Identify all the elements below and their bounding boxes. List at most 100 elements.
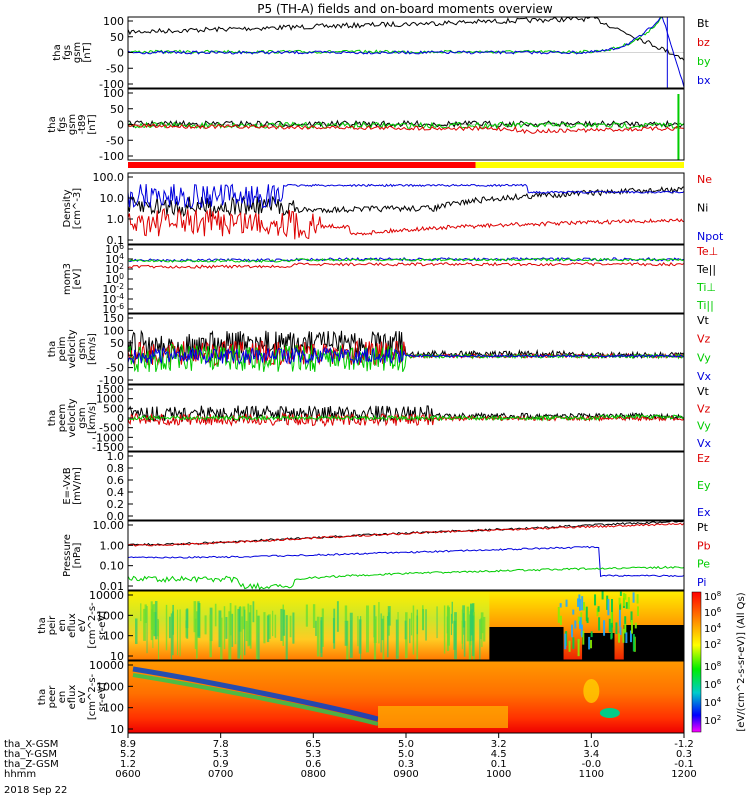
colorbar-label: [eV/(cm^2-s-sr-eV)] (All Qs) [736, 592, 747, 731]
panel-10-ytick: 100 [103, 702, 124, 715]
legend-Vy-6: Vy [697, 420, 711, 433]
legend-Pb-8: Pb [697, 539, 711, 552]
xaxis-value: 0800 [301, 769, 326, 780]
panel-6-ytick: 1000 [96, 393, 124, 406]
legend-Ez-7: Ez [697, 452, 710, 465]
series-Pt [128, 521, 684, 547]
legend-Ti-4: Ti⊥ [696, 281, 716, 294]
ion-nodata-2 [582, 633, 615, 660]
ion-nodata-1 [489, 627, 564, 660]
panel-4-plot [128, 256, 684, 269]
panel-4-ytick: 100 [105, 272, 124, 286]
panel-8: 10.00 1.00 0.10 0.01 Pressure[nPa] Pt Pb Pe Pi [62, 519, 711, 593]
panel-2: 100 50 0 -50 -100 thafgsgsm-t89[nT] [47, 87, 685, 163]
xaxis-row-label: tha_Z-GSM [4, 759, 59, 770]
colorbar-tick-lower: 108 [704, 660, 721, 673]
series-by [128, 17, 663, 55]
colorbar-tick: 104 [704, 622, 722, 635]
panel-5-plot [128, 329, 684, 373]
legend-Te-4: Te⊥ [696, 245, 718, 258]
panel-8-ylabel: Pressure[nPa] [62, 534, 83, 577]
colorbar-tick-lower: 106 [704, 678, 722, 691]
legend-Vx-6: Vx [697, 437, 712, 450]
series-Vy [128, 343, 684, 373]
panel-3: 100.0 10.0 1.0 0.1 Density[cm^-3] Ne Ni Npot [62, 171, 724, 247]
legend-Ex-7: Ex [697, 506, 711, 519]
xaxis-value: 0.3 [676, 749, 692, 760]
panel-5-ytick: -100 [99, 374, 124, 387]
legend-Vt-5: Vt [697, 314, 710, 327]
panel-5-ytick: 50 [110, 337, 124, 350]
panel-4-ytick: 104 [105, 252, 124, 266]
panel-6-ytick: 500 [103, 402, 124, 415]
xaxis-value: 8.9 [120, 739, 136, 750]
xaxis-value: 5.3 [213, 749, 229, 760]
panel-7-ytick: 0.6 [107, 474, 125, 487]
xaxis-value: 0700 [208, 769, 233, 780]
legend-Vx-5: Vx [697, 370, 712, 383]
panel-2-ytick: -50 [106, 134, 124, 147]
xaxis-value: 0.1 [491, 759, 507, 770]
panel-1-ytick: -50 [106, 62, 124, 75]
panel-10-ytick: 1000 [96, 680, 124, 693]
panels: 100500-50-100thafgsgsm[nT]Btbzbybx100500… [37, 15, 724, 736]
status-bar [128, 162, 684, 168]
panel-1-ytick: 50 [110, 31, 124, 44]
panel-2-ylabel: thafgsgsm-t89[nT] [47, 114, 98, 135]
electron-band-edge [132, 673, 379, 726]
series-Pe [128, 565, 684, 590]
panel-2-ytick: 100 [103, 87, 124, 100]
series-Vx [128, 346, 684, 366]
panel-6-ylabel: thapeemvelocitygsm[km/s] [47, 398, 98, 437]
panel-6-ytick: 0 [117, 412, 124, 425]
xaxis-value: 6.5 [305, 739, 321, 750]
x-axis-annotation: tha_X-GSM 8.9 7.8 6.5 5.0 3.2 1.0 -1.2 tha_Y-GSM… [4, 733, 697, 780]
panel-5: 150100500-50-100thapeimvelocitygsm[km/s]… [47, 312, 712, 387]
series-t89-green [128, 121, 684, 130]
xaxis-value: 7.8 [213, 739, 229, 750]
xaxis-value: -1.2 [674, 739, 694, 750]
xaxis-value: -0.1 [674, 759, 694, 770]
panel-5-ytick: 100 [103, 324, 124, 337]
series-Npot [128, 183, 684, 209]
colorbar-gradient [691, 591, 702, 733]
panel-10-ylabel: thapeerenefluxeV[cm^2-s-sr-eV] [37, 673, 108, 720]
date-label: 2018 Sep 22 [4, 785, 67, 796]
legend-bz-1: bz [697, 36, 710, 49]
legend-Ey-7: Ey [697, 479, 711, 492]
panel-4-ytick: 10-6 [102, 302, 124, 316]
panel-4-ylabel: mom3[eV] [62, 263, 83, 295]
xaxis-value: 0.6 [305, 759, 321, 770]
panel-5-ytick: 150 [103, 312, 124, 325]
panel-9-plot [128, 591, 684, 660]
colorbar-tick: 106 [704, 606, 722, 619]
series-Pb [128, 522, 684, 547]
panel-5-ylabel: thapeimvelocitygsm[km/s] [47, 329, 98, 368]
panel-5-ytick: 0 [117, 349, 124, 362]
electron-band [132, 666, 379, 722]
panel-8-ytick: 10.00 [93, 519, 125, 532]
series-Pi [128, 545, 684, 578]
panel-4-frame [127, 244, 685, 314]
xaxis-row-label: tha_Y-GSM [4, 749, 57, 760]
panel-7-ylabel: E=-VxB[mV/m] [62, 467, 83, 505]
xaxis-value: -0.0 [582, 759, 602, 770]
xaxis-value: 5.3 [305, 749, 321, 760]
legend-Pi-8: Pi [697, 576, 706, 589]
panel-8-ytick: 0.01 [100, 580, 125, 593]
panel-2-plot [128, 94, 684, 160]
panel-6-plot [128, 405, 684, 427]
colorbar-tick-lower: 102 [704, 714, 721, 727]
xaxis-value: 1100 [579, 769, 604, 780]
legend-bx-1: bx [697, 74, 711, 87]
colorbar-tick-lower: 104 [704, 696, 722, 709]
xaxis-value: 0600 [115, 769, 140, 780]
status-bar-red [128, 162, 476, 168]
panel-8-ytick: 1.00 [100, 539, 125, 552]
panel-4-ytick: 106 [105, 242, 124, 256]
panel-5-ytick: -50 [106, 362, 124, 375]
panel-8-frame [127, 520, 685, 591]
panel-6-ytick: -500 [99, 422, 124, 435]
panel-7-ytick: 0.2 [107, 498, 125, 511]
xaxis-value: 3.4 [583, 749, 599, 760]
